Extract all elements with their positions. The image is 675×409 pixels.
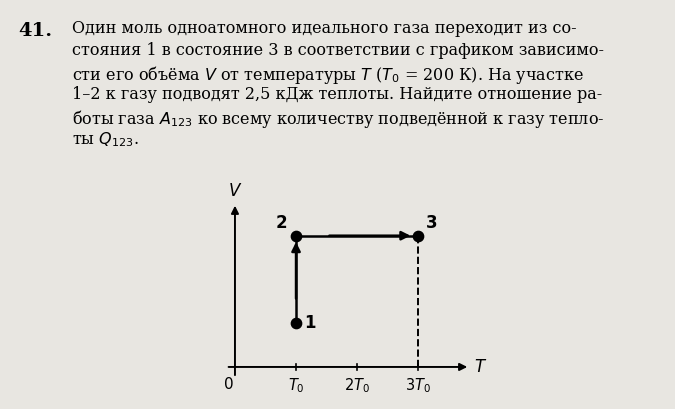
Text: $V$: $V$ xyxy=(227,182,242,200)
Text: 3: 3 xyxy=(425,214,437,232)
Text: $3T_0$: $3T_0$ xyxy=(405,377,431,395)
Text: $T_0$: $T_0$ xyxy=(288,377,304,395)
Text: 41.: 41. xyxy=(18,22,52,40)
Text: $T$: $T$ xyxy=(475,358,487,376)
Text: боты газа $A_{123}$ ко всему количеству подведённой к газу тепло-: боты газа $A_{123}$ ко всему количеству … xyxy=(72,108,604,130)
Text: 2: 2 xyxy=(275,214,287,232)
Text: 1: 1 xyxy=(304,314,315,332)
Point xyxy=(291,320,302,326)
Text: Один моль одноатомного идеального газа переходит из со-: Один моль одноатомного идеального газа п… xyxy=(72,20,576,37)
Point xyxy=(413,232,424,239)
Text: 1–2 к газу подводят 2,5 кДж теплоты. Найдите отношение ра-: 1–2 к газу подводят 2,5 кДж теплоты. Най… xyxy=(72,86,602,103)
Text: стояния 1 в состояние 3 в соответствии с графиком зависимо-: стояния 1 в состояние 3 в соответствии с… xyxy=(72,42,604,59)
Text: ты $Q_{123}$.: ты $Q_{123}$. xyxy=(72,130,139,149)
Point xyxy=(291,232,302,239)
Text: 0: 0 xyxy=(224,377,234,391)
Text: $2T_0$: $2T_0$ xyxy=(344,377,370,395)
Text: сти его объёма $V$ от температуры $T$ ($T_0$ = 200 К). На участке: сти его объёма $V$ от температуры $T$ ($… xyxy=(72,64,584,86)
